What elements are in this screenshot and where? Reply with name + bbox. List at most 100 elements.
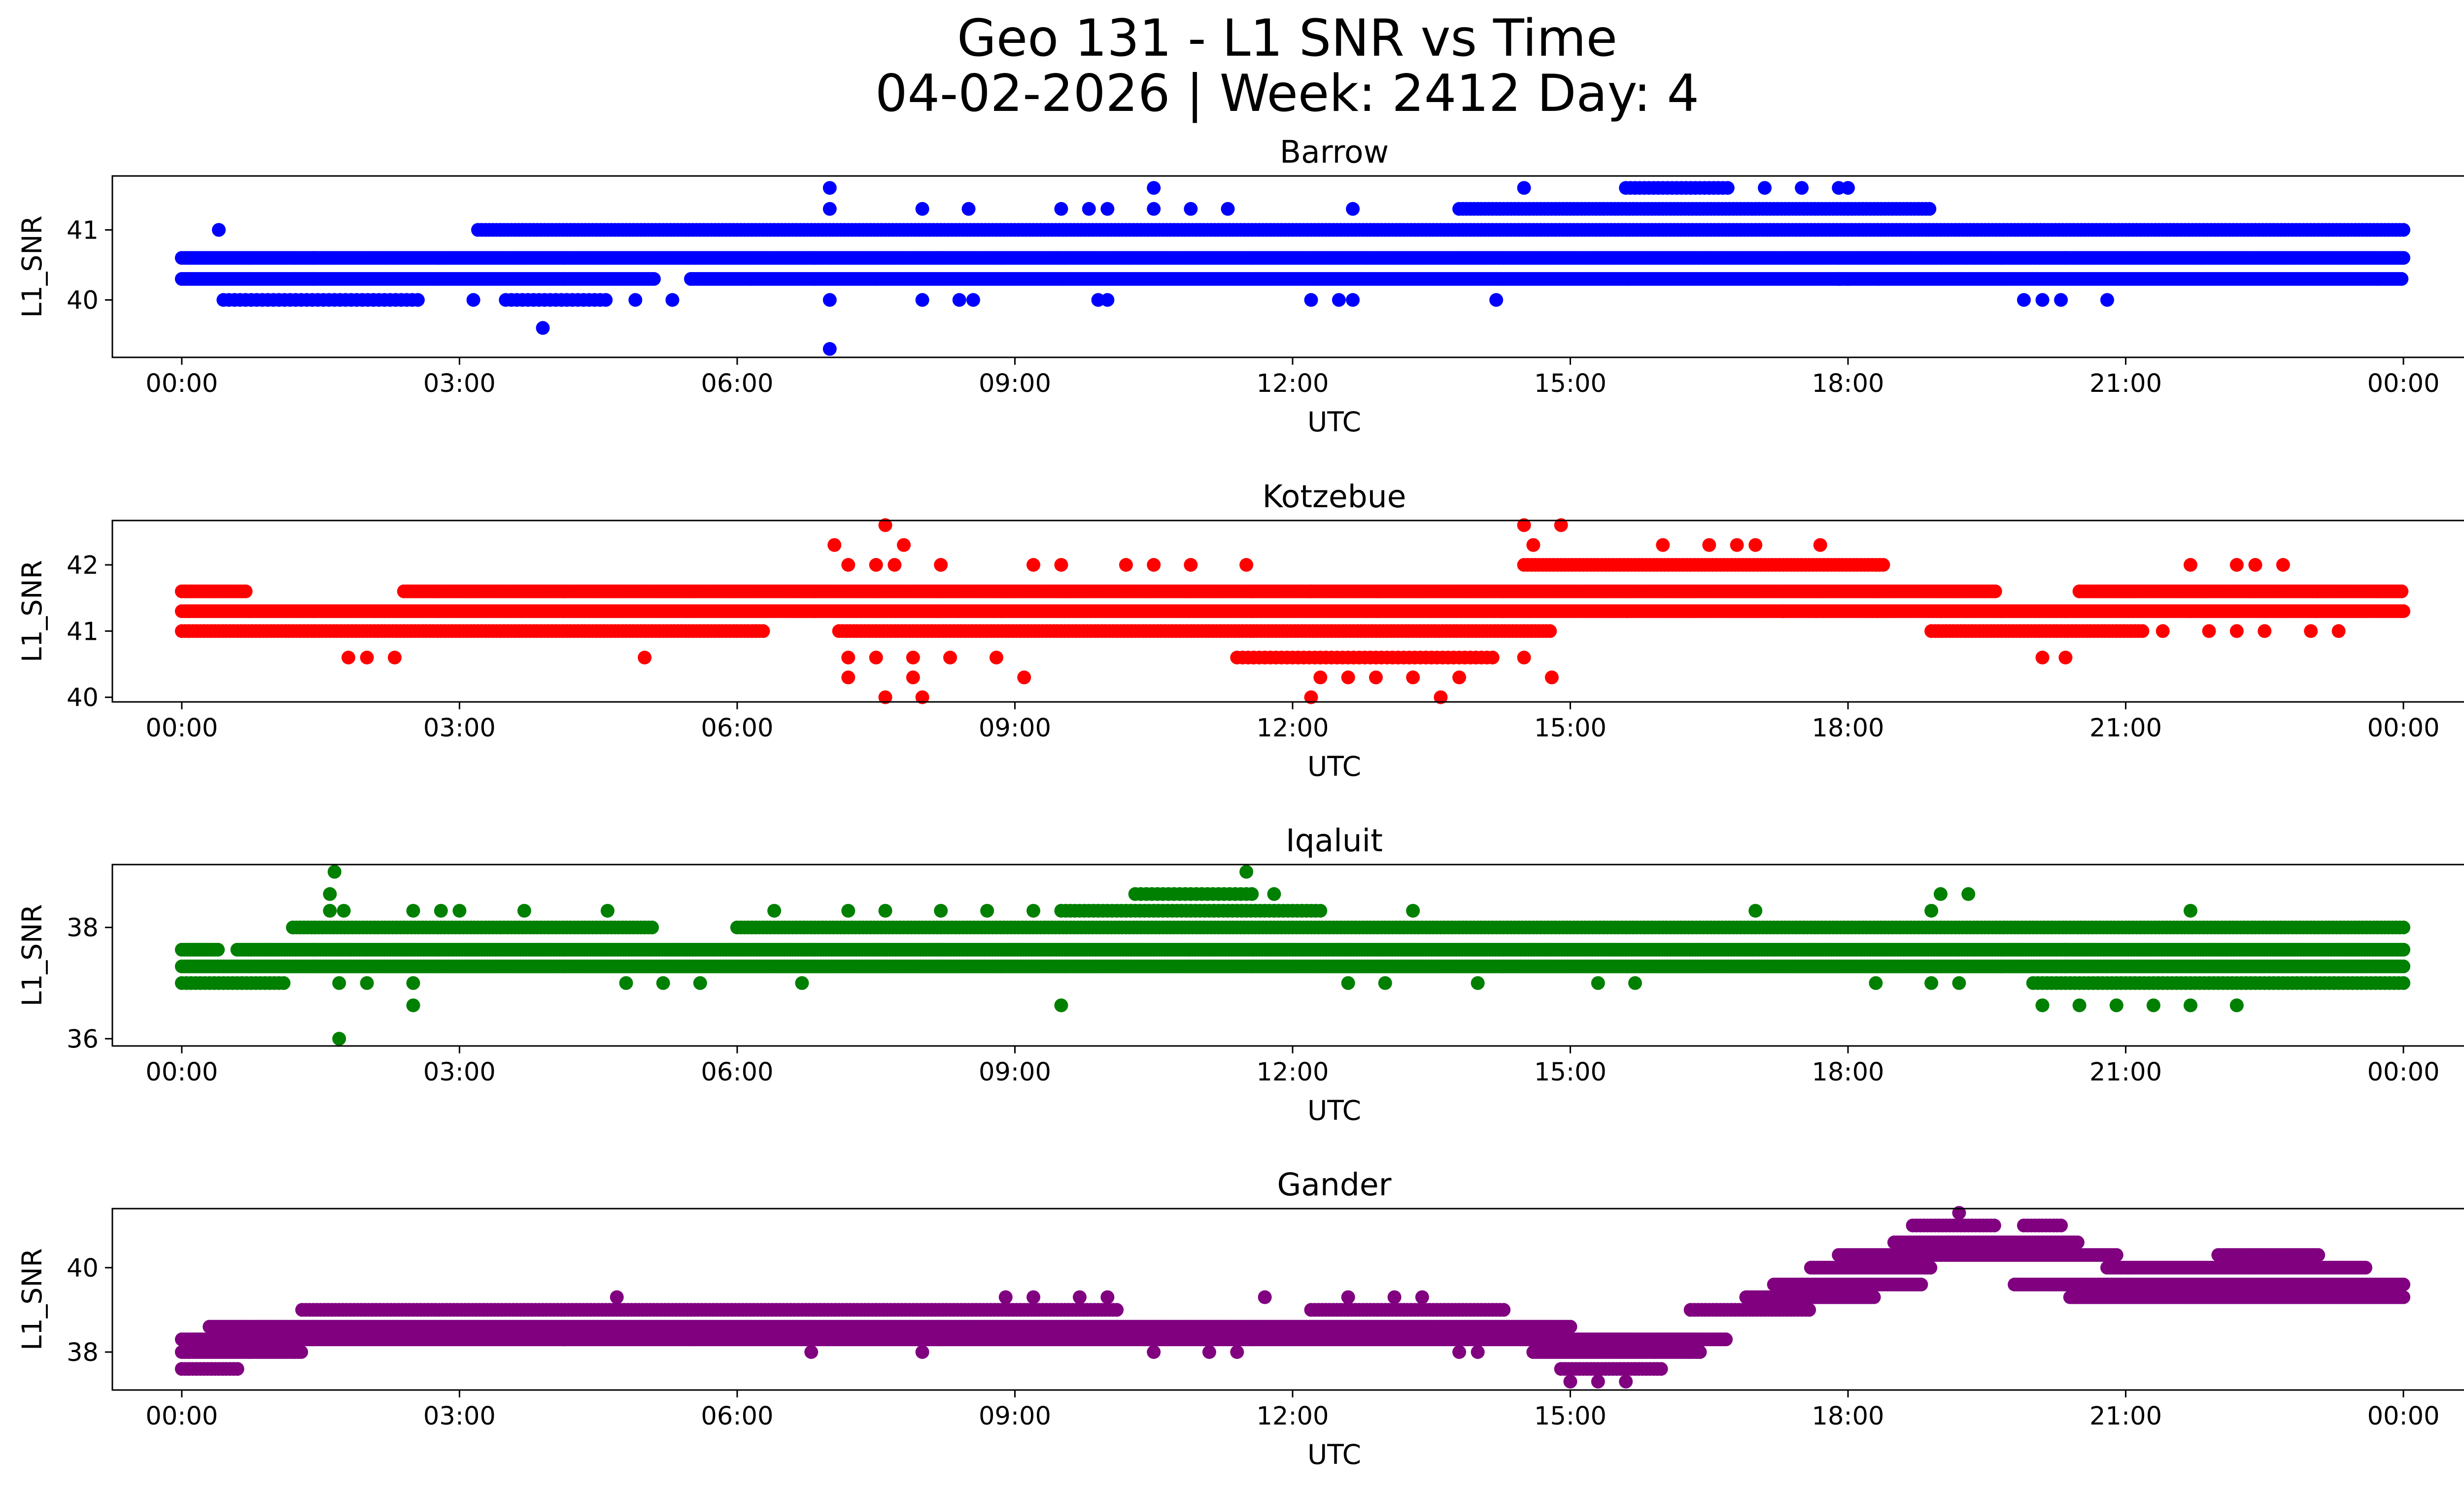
x-tick-label: 06:00 bbox=[701, 714, 773, 743]
data-point bbox=[2331, 624, 2346, 638]
data-point bbox=[961, 202, 976, 216]
data-point bbox=[1221, 202, 1235, 216]
data-point bbox=[1489, 293, 1504, 307]
data-point bbox=[1346, 202, 1360, 216]
data-point bbox=[934, 558, 948, 572]
data-point bbox=[342, 651, 355, 664]
data-point bbox=[1082, 202, 1096, 216]
data-point bbox=[1341, 670, 1355, 685]
panel-barrow: 00:00 03:00 06:00 09:00 12:00 15:00 18:00 21:00… bbox=[16, 134, 2464, 438]
data-point bbox=[943, 651, 957, 664]
data-point bbox=[1758, 181, 1772, 195]
data-point bbox=[1526, 538, 1540, 552]
data-point bbox=[536, 321, 550, 335]
data-point bbox=[638, 651, 652, 664]
data-point bbox=[2058, 651, 2073, 664]
x-tick-label: 21:00 bbox=[2089, 369, 2162, 398]
data-point bbox=[906, 670, 920, 685]
data-point bbox=[1313, 670, 1328, 685]
data-point bbox=[1332, 293, 1346, 307]
data-point bbox=[2395, 272, 2409, 286]
y-tick-label: 42 bbox=[67, 551, 99, 580]
data-point bbox=[466, 293, 480, 307]
data-point bbox=[1485, 651, 1500, 664]
data-point bbox=[2184, 558, 2197, 572]
data-point bbox=[1027, 558, 1040, 572]
x-tick-label: 21:00 bbox=[2089, 714, 2162, 743]
data-point bbox=[1720, 181, 1735, 195]
data-point bbox=[822, 202, 837, 216]
data-point bbox=[1369, 670, 1383, 685]
data-point bbox=[2395, 584, 2409, 598]
figure-title-line1: Geo 131 - L1 SNR vs Time bbox=[957, 9, 1617, 68]
x-tick-label: 18:00 bbox=[1812, 714, 1884, 743]
data-point bbox=[212, 223, 226, 237]
data-point bbox=[1239, 558, 1254, 572]
data-point bbox=[869, 558, 883, 572]
data-point bbox=[2396, 604, 2411, 618]
x-tick-label: 15:00 bbox=[1534, 714, 1607, 743]
data-point bbox=[1184, 558, 1198, 572]
data-point bbox=[1517, 181, 1531, 195]
data-point bbox=[1795, 181, 1809, 195]
data-point bbox=[2396, 251, 2411, 265]
data-point bbox=[1748, 538, 1763, 552]
data-point bbox=[1841, 272, 1855, 286]
data-point bbox=[1054, 558, 1068, 572]
data-point bbox=[1730, 538, 1744, 552]
data-point bbox=[1100, 293, 1115, 307]
x-tick-label: 09:00 bbox=[979, 714, 1051, 743]
data-point bbox=[906, 651, 920, 664]
data-point bbox=[2229, 558, 2244, 572]
data-point bbox=[2035, 293, 2050, 307]
y-tick-label: 40 bbox=[67, 286, 99, 315]
data-point bbox=[915, 202, 929, 216]
data-point bbox=[966, 293, 980, 307]
data-point bbox=[2017, 293, 2031, 307]
x-axis-label: UTC bbox=[1307, 751, 1361, 782]
data-point bbox=[888, 558, 902, 572]
x-tick-label: 03:00 bbox=[423, 714, 496, 743]
data-point bbox=[822, 342, 837, 356]
data-point bbox=[665, 293, 680, 307]
data-point bbox=[2156, 624, 2170, 638]
y-tick-label: 40 bbox=[67, 684, 99, 713]
panels: 00:00 03:00 06:00 09:00 12:00 15:00 18:00 21:00… bbox=[16, 134, 2464, 1470]
data-point bbox=[827, 538, 842, 552]
data-point bbox=[841, 558, 856, 572]
data-point bbox=[1054, 202, 1068, 216]
x-tick-label: 12:00 bbox=[1256, 714, 1329, 743]
x-tick-label: 00:00 bbox=[2367, 369, 2440, 398]
data-point bbox=[915, 293, 929, 307]
panel-title: Kotzebue bbox=[1263, 479, 1406, 515]
data-point bbox=[1702, 538, 1716, 552]
y-axis-label: L1_SNR bbox=[16, 560, 48, 662]
data-point bbox=[2100, 293, 2114, 307]
data-point bbox=[1656, 538, 1670, 552]
data-point bbox=[2276, 558, 2290, 572]
data-point bbox=[411, 293, 425, 307]
data-point bbox=[1304, 584, 1318, 598]
y-tick-label: 41 bbox=[67, 216, 99, 245]
x-axis-label: UTC bbox=[1307, 406, 1361, 438]
data-point bbox=[1543, 624, 1557, 638]
data-point bbox=[841, 651, 856, 664]
data-point bbox=[2396, 223, 2411, 237]
data-point bbox=[2135, 624, 2150, 638]
data-point bbox=[647, 272, 661, 286]
scatter-points bbox=[174, 181, 2411, 356]
x-tick-label: 03:00 bbox=[423, 369, 496, 398]
data-point bbox=[1304, 293, 1318, 307]
data-point bbox=[2304, 624, 2318, 638]
data-point bbox=[1922, 202, 1937, 216]
data-point bbox=[897, 538, 911, 552]
panel-title: Barrow bbox=[1280, 134, 1389, 170]
data-point bbox=[2248, 558, 2262, 572]
data-point bbox=[989, 651, 1003, 664]
data-point bbox=[1147, 181, 1161, 195]
data-point bbox=[1517, 651, 1531, 664]
data-point bbox=[1813, 538, 1827, 552]
data-point bbox=[1147, 202, 1161, 216]
data-point bbox=[387, 651, 402, 664]
data-point bbox=[1184, 202, 1198, 216]
